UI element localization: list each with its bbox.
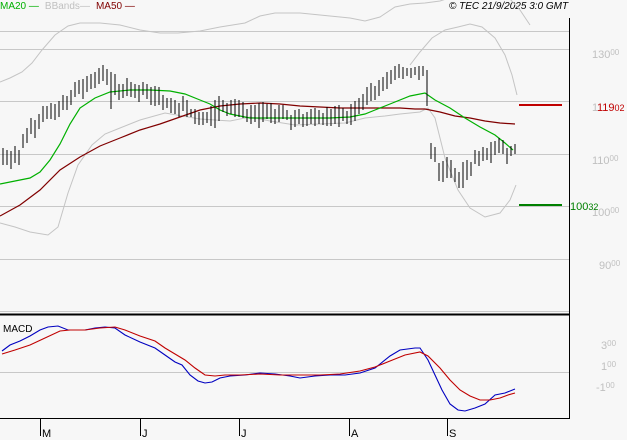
bband-lower [0,107,517,236]
support-label: 10032 [570,201,598,213]
price-tick-120-hidden: 1 [592,102,598,114]
price-tick-90: 9000 [599,259,621,272]
bband-upper [0,0,531,83]
macd-line [1,325,516,412]
legend-ma20-label: MA20 [0,1,27,12]
macd-signal-line [1,326,516,401]
bband-upper-r [409,23,518,96]
copyright-timestamp: © TEC 21/9/2025 3:0 GMT [449,1,569,12]
ma20-line [0,89,514,185]
macd-axis-labels: 300 100 -100 [596,339,617,394]
price-bars [2,64,516,188]
bollinger-bands [0,0,531,236]
macd-tick-minus100: -100 [596,381,615,394]
price-tick-110: 11000 [592,154,619,167]
macd-tick-100: 100 [601,360,617,373]
x-tick-jul: J [241,428,247,440]
legend-bbands: BBands— [44,1,90,12]
price-tick-130: 13000 [592,48,620,61]
ma50-line [0,102,516,217]
legend-ma20: MA20 — [0,1,39,12]
price-axis-labels: 13000 11000 10000 9000 1 11902 10032 [570,48,625,272]
x-tick-may: M [42,428,51,440]
macd-tick-300: 300 [601,339,617,352]
macd-title: MACD [3,324,32,335]
legend-ma50-label: MA50 [95,1,123,12]
legend-ma50: MA50 — [95,1,135,12]
price-tick-100: 10000 [592,206,620,219]
x-tick-sep: S [449,428,456,440]
price-gridlines [0,31,569,312]
resistance-label: 11902 [597,102,625,114]
legend-bbands-label: BBands [44,1,80,12]
chart-legend: MA20 — BBands— MA50 — [0,1,135,12]
x-tick-aug: A [351,428,359,440]
x-tick-jun: J [142,428,148,440]
x-axis [40,419,448,436]
